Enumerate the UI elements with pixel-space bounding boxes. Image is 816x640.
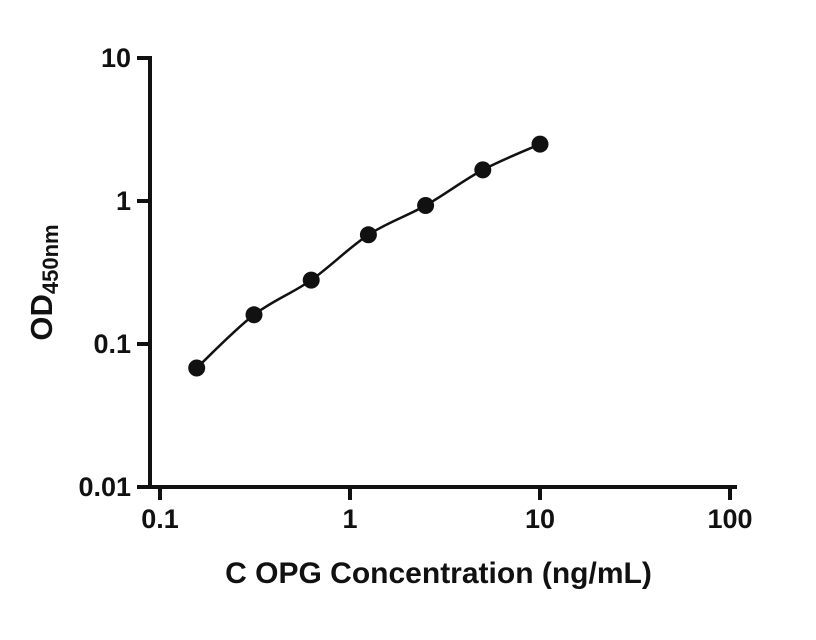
y-tick-label: 1 bbox=[116, 186, 131, 216]
data-point bbox=[188, 359, 206, 377]
x-tick-label: 100 bbox=[707, 504, 752, 534]
y-tick-label: 0.1 bbox=[93, 329, 131, 359]
y-axis-title: OD450nm bbox=[24, 224, 63, 340]
fit-curve-line bbox=[195, 142, 541, 369]
y-tick-label: 0.01 bbox=[78, 472, 131, 502]
x-axis-title: C OPG Concentration (ng/mL) bbox=[225, 557, 652, 590]
data-point bbox=[302, 271, 320, 289]
data-point bbox=[359, 226, 377, 244]
data-point bbox=[417, 197, 435, 214]
y-axis-title-main: OD bbox=[24, 294, 59, 341]
y-tick-label: 10 bbox=[101, 43, 131, 73]
data-point bbox=[531, 135, 549, 153]
data-point bbox=[245, 306, 263, 324]
data-point bbox=[474, 161, 492, 179]
x-tick-label: 0.1 bbox=[141, 504, 179, 534]
y-axis-title-subscript: 450nm bbox=[38, 224, 63, 294]
x-tick-label: 10 bbox=[525, 504, 555, 534]
x-tick-label: 1 bbox=[342, 504, 357, 534]
